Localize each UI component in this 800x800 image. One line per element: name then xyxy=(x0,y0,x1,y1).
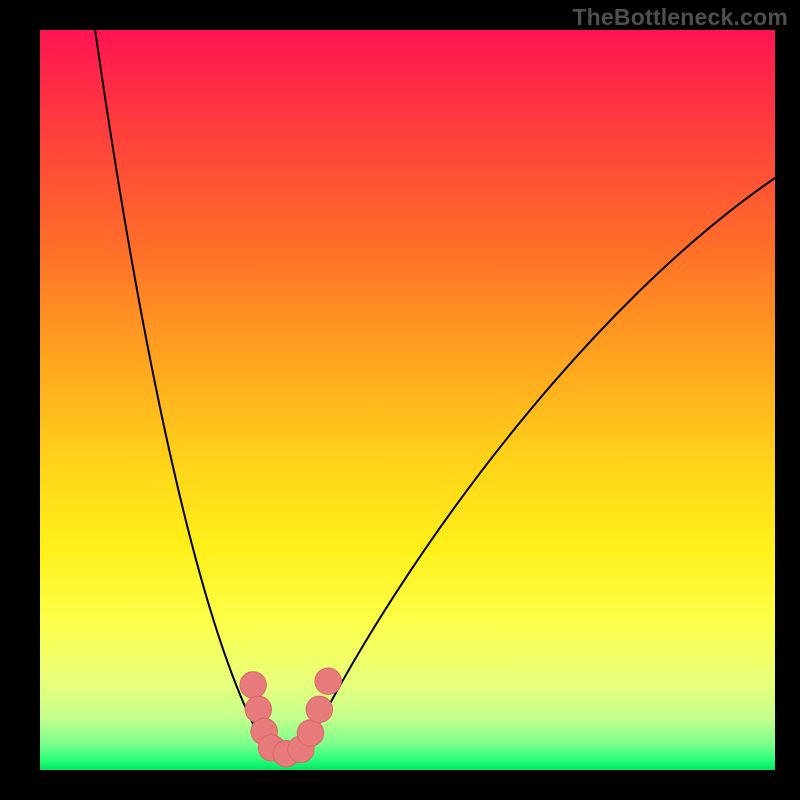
valley-marker xyxy=(297,720,323,746)
plot-background xyxy=(40,30,775,770)
valley-marker xyxy=(306,696,332,722)
chart-container: TheBottleneck.com xyxy=(0,0,800,800)
watermark: TheBottleneck.com xyxy=(572,4,788,31)
bottleneck-curve-chart xyxy=(0,0,800,800)
valley-marker xyxy=(315,668,341,694)
valley-marker xyxy=(240,672,266,698)
